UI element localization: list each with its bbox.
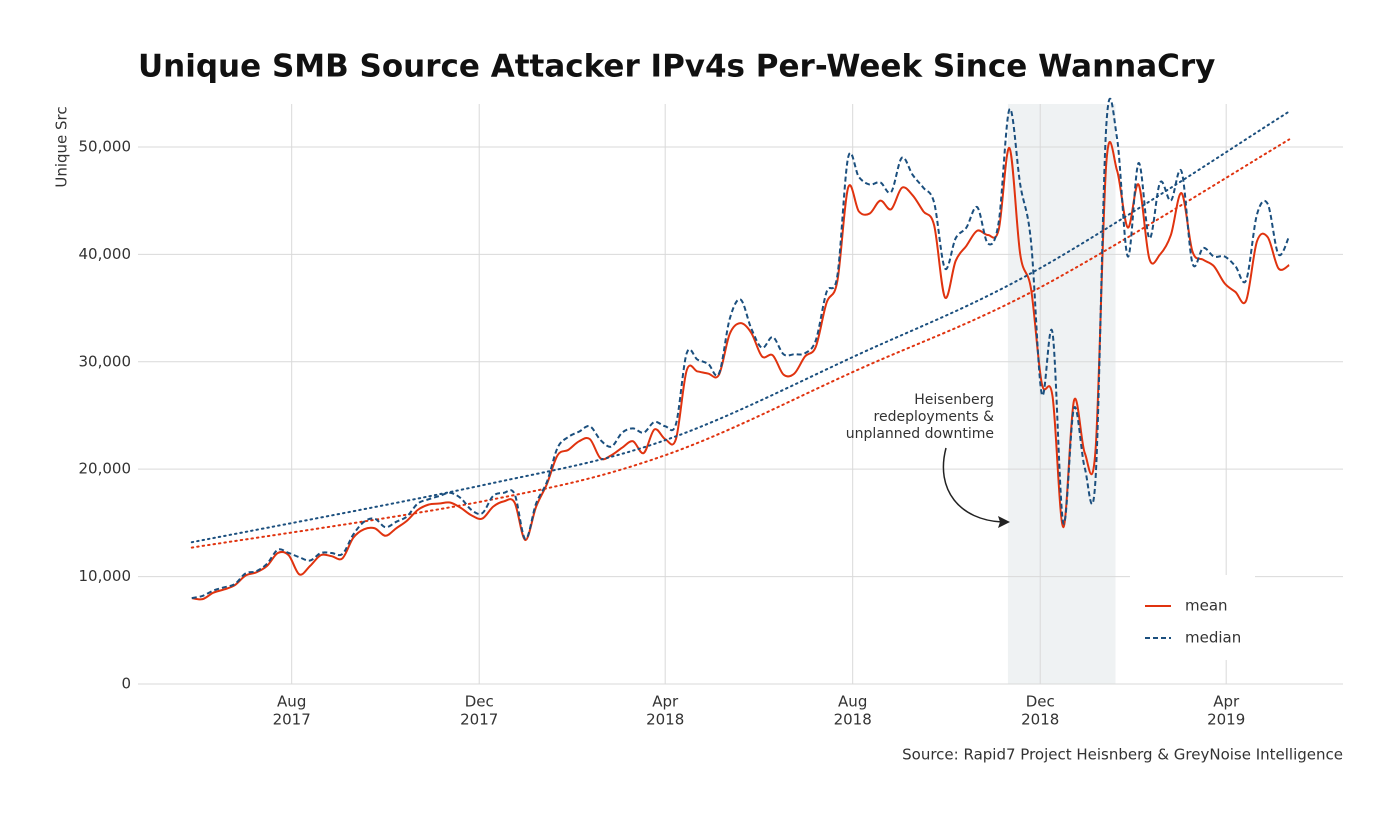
y-axis-label: Unique Src — [53, 106, 71, 187]
y-tick-label: 0 — [121, 675, 131, 693]
y-tick-label: 10,000 — [79, 567, 132, 585]
annotation-line: unplanned downtime — [846, 426, 994, 442]
lines — [190, 97, 1291, 601]
series-line — [191, 97, 1291, 600]
y-tick-label: 40,000 — [79, 245, 132, 263]
annotation-arrow — [942, 447, 1003, 523]
x-tick-label: Aug — [277, 693, 306, 711]
trend-line — [190, 110, 1291, 544]
legend-label: median — [1185, 629, 1241, 647]
trend-line — [190, 138, 1291, 549]
chart-title: Unique SMB Source Attacker IPv4s Per-Wee… — [138, 49, 1215, 85]
y-tick-label: 30,000 — [79, 352, 132, 370]
legend-label: mean — [1185, 597, 1228, 615]
x-tick-label: 2019 — [1207, 711, 1245, 729]
x-tick-label: Apr — [1213, 693, 1240, 711]
x-tick-label: 2018 — [646, 711, 684, 729]
x-tick-label: 2017 — [273, 711, 311, 729]
x-tick-label: 2018 — [834, 711, 872, 729]
y-tick-label: 50,000 — [79, 137, 132, 155]
x-tick-label: 2018 — [1021, 711, 1059, 729]
x-tick-label: Aug — [838, 693, 867, 711]
annotation-line: Heisenberg — [914, 392, 994, 408]
x-tick-label: Dec — [1026, 693, 1055, 711]
y-tick-label: 20,000 — [79, 460, 132, 478]
series-line — [191, 141, 1290, 601]
annotation-line: redeployments & — [874, 409, 995, 425]
x-tick-label: Dec — [465, 693, 494, 711]
grid — [138, 104, 1343, 685]
legend: mean median — [1130, 575, 1255, 660]
legend-box — [1130, 575, 1255, 660]
source-note: Source: Rapid7 Project Heisnberg & GreyN… — [902, 746, 1343, 764]
x-tick-label: 2017 — [460, 711, 498, 729]
x-tick-label: Apr — [652, 693, 679, 711]
arrow-head — [998, 516, 1010, 528]
